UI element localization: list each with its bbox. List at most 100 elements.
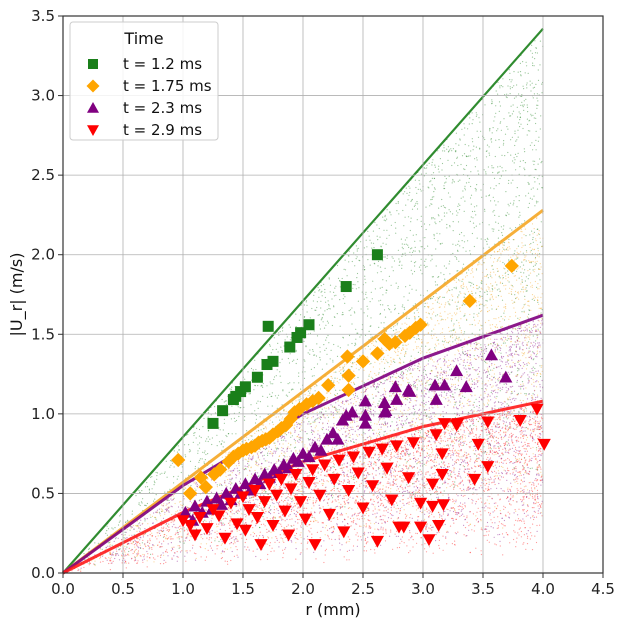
cloud-dot: [304, 394, 306, 396]
cloud-dot: [382, 260, 384, 262]
cloud-dot: [357, 507, 359, 509]
cloud-dot: [513, 200, 515, 202]
cloud-dot: [372, 230, 374, 232]
cloud-dot: [459, 179, 461, 181]
cloud-dot: [458, 443, 460, 445]
cloud-dot: [321, 368, 323, 370]
cloud-dot: [281, 351, 283, 353]
cloud-dot: [331, 448, 333, 450]
cloud-dot: [406, 237, 408, 239]
cloud-dot: [259, 449, 261, 451]
cloud-dot: [393, 358, 395, 360]
cloud-dot: [508, 213, 510, 215]
cloud-dot: [266, 396, 268, 398]
cloud-dot: [358, 369, 360, 371]
cloud-dot: [464, 276, 467, 278]
cloud-dot: [331, 497, 334, 499]
cloud-dot: [227, 509, 229, 512]
cloud-dot: [367, 230, 369, 232]
cloud-dot: [384, 214, 386, 216]
cloud-dot: [532, 351, 534, 353]
cloud-dot: [441, 162, 444, 165]
cloud-dot: [510, 340, 512, 343]
cloud-dot: [483, 404, 485, 406]
cloud-dot: [522, 264, 525, 266]
cloud-dot: [290, 444, 292, 446]
cloud-dot: [477, 380, 479, 382]
cloud-dot: [346, 443, 348, 445]
cloud-dot: [538, 268, 540, 270]
cloud-dot: [372, 397, 374, 399]
cloud-dot: [263, 448, 265, 450]
cloud-dot: [418, 179, 420, 182]
cloud-dot: [507, 241, 510, 243]
cloud-dot: [333, 417, 335, 419]
cloud-dot: [249, 456, 251, 458]
cloud-dot: [509, 86, 511, 88]
cloud-dot: [376, 423, 378, 425]
cloud-dot: [503, 400, 505, 403]
cloud-dot: [324, 291, 326, 293]
cloud-dot: [330, 375, 332, 378]
cloud-dot: [248, 464, 250, 466]
cloud-dot: [431, 370, 433, 372]
cloud-dot: [286, 459, 288, 461]
cloud-dot: [386, 433, 388, 435]
cloud-dot: [471, 323, 473, 326]
cloud-dot: [434, 221, 436, 223]
cloud-dot: [382, 294, 384, 296]
cloud-dot: [207, 430, 209, 432]
cloud-dot: [416, 338, 418, 340]
cloud-dot: [462, 440, 464, 443]
cloud-dot: [417, 417, 419, 419]
cloud-dot: [355, 442, 357, 444]
cloud-dot: [521, 261, 523, 263]
cloud-dot: [335, 394, 337, 397]
cloud-dot: [448, 303, 450, 305]
cloud-dot: [405, 187, 407, 189]
cloud-dot: [282, 443, 284, 445]
cloud-dot: [468, 336, 470, 338]
cloud-dot: [535, 47, 538, 49]
cloud-dot: [478, 173, 480, 175]
cloud-dot: [477, 373, 479, 375]
cloud-dot: [533, 144, 536, 146]
cloud-dot: [480, 287, 482, 289]
cloud-dot: [382, 418, 384, 420]
cloud-dot: [327, 416, 330, 418]
cloud-dot: [502, 277, 504, 279]
cloud-dot: [443, 187, 445, 190]
cloud-dot: [406, 514, 408, 516]
cloud-dot: [181, 463, 183, 466]
cloud-dot: [389, 409, 391, 411]
cloud-dot: [170, 536, 172, 538]
cloud-dot: [411, 199, 413, 201]
cloud-dot: [448, 330, 450, 332]
cloud-dot: [489, 324, 491, 326]
cloud-dot: [99, 558, 101, 560]
cloud-dot: [464, 304, 466, 306]
cloud-dot: [494, 326, 496, 328]
cloud-dot: [424, 412, 426, 414]
cloud-dot: [511, 79, 513, 81]
cloud-dot: [531, 284, 533, 286]
cloud-dot: [372, 383, 374, 385]
cloud-dot: [402, 374, 404, 376]
cloud-dot: [355, 367, 357, 369]
cloud-dot: [380, 358, 382, 360]
cloud-dot: [457, 301, 459, 303]
cloud-dot: [468, 433, 470, 435]
cloud-dot: [518, 475, 520, 477]
cloud-dot: [328, 277, 330, 279]
cloud-dot: [452, 148, 454, 150]
cloud-dot: [367, 436, 369, 438]
cloud-dot: [434, 188, 436, 190]
cloud-dot: [224, 456, 227, 458]
cloud-dot: [485, 150, 487, 152]
cloud-dot: [265, 520, 267, 522]
cloud-dot: [229, 474, 231, 476]
cloud-dot: [340, 402, 342, 404]
cloud-dot: [106, 525, 108, 527]
cloud-dot: [396, 324, 398, 326]
cloud-dot: [520, 326, 523, 328]
